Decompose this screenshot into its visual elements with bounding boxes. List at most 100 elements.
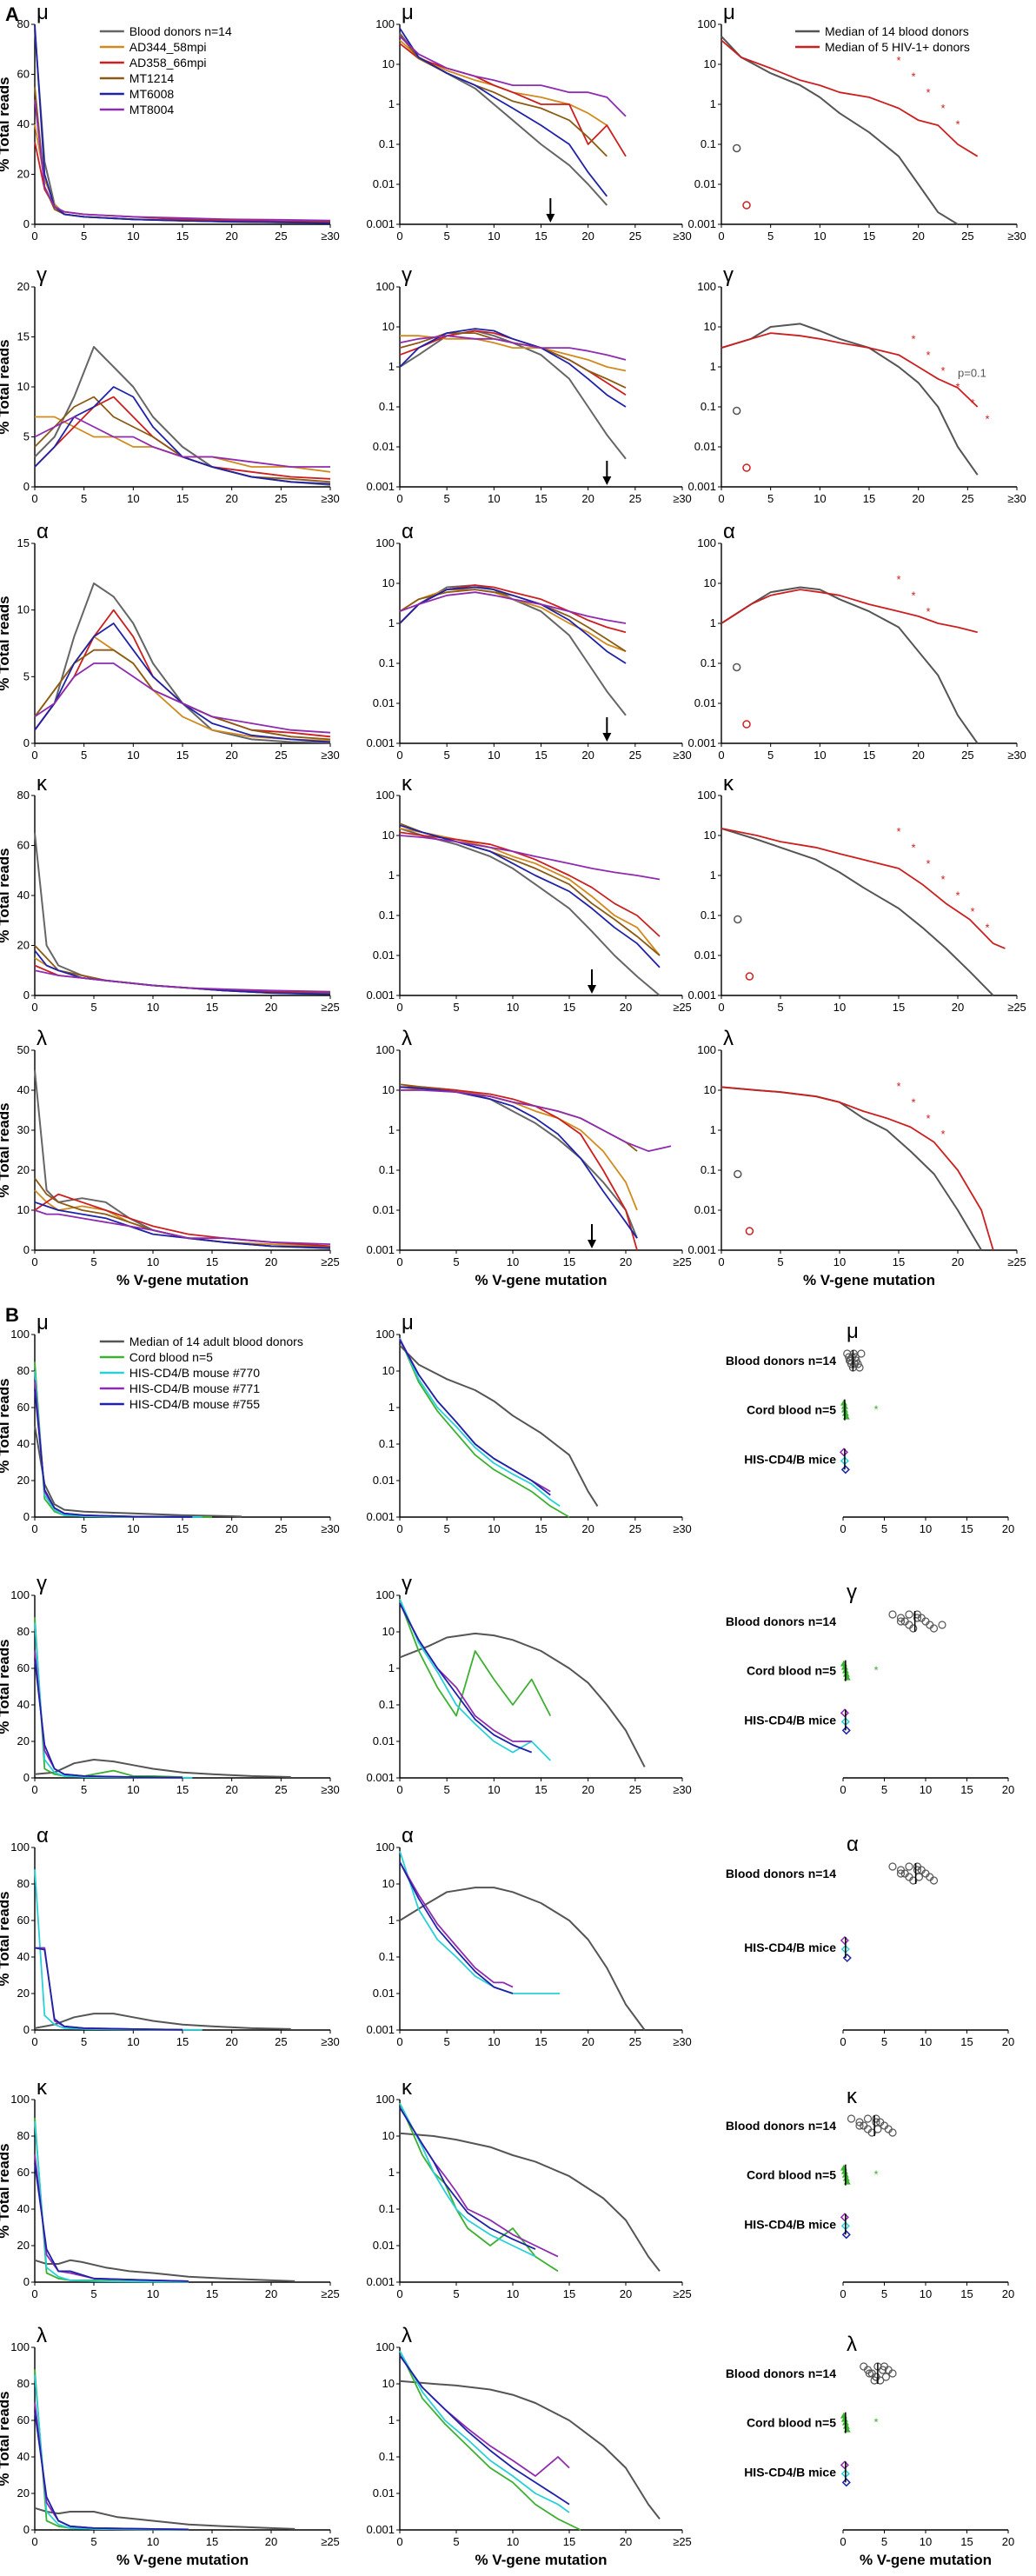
- series-line-0: [721, 323, 979, 476]
- y-tick-label: 0.1: [379, 909, 395, 922]
- y-tick-label: 0.01: [373, 2239, 395, 2252]
- x-tick-label: ≥30: [1007, 749, 1026, 762]
- x-tick-label: 15: [535, 1783, 547, 1796]
- x-tick-label: 5: [453, 1001, 459, 1014]
- y-tick-label: 0: [23, 480, 30, 493]
- series-line-5: [34, 99, 331, 222]
- group-label: Blood donors n=14: [726, 2366, 836, 2380]
- arrow-head: [546, 214, 555, 223]
- x-axis-label: % V-gene mutation: [860, 2552, 992, 2568]
- y-tick-label: 0: [23, 736, 30, 749]
- y-tick-label: 0: [23, 1771, 30, 1784]
- y-tick-label: 0: [23, 2523, 30, 2536]
- series-line-5: [399, 335, 627, 361]
- isotype-symbol: γ: [723, 263, 734, 287]
- legend-label: AD344_58mpi: [130, 40, 207, 54]
- x-tick-label: 10: [147, 1255, 159, 1268]
- median-marker: [742, 463, 751, 472]
- legend-label: Cord blood n=5: [130, 1350, 213, 1364]
- data-point: [840, 1935, 849, 1946]
- series-line-0: [399, 2380, 661, 2520]
- x-tick-label: 10: [814, 230, 826, 243]
- x-tick-label: 10: [920, 2035, 932, 2048]
- series-line-4: [399, 1340, 551, 1496]
- median-marker: [745, 1227, 754, 1235]
- chart-A-4-3: 0.001 0.01 0.1 1 10 100 0 5 10 15 20 ≥25 κ * * * * * * *: [687, 772, 1026, 1014]
- x-tick-label: ≥25: [673, 1001, 692, 1014]
- y-tick-label: 1: [388, 2166, 395, 2179]
- x-tick-label: 15: [535, 1522, 547, 1535]
- group-label: HIS-CD4/B mice: [744, 2465, 836, 2479]
- series-line-2: [34, 1622, 193, 1779]
- x-axis-label: % V-gene mutation: [116, 1272, 249, 1288]
- x-tick-label: 20: [912, 492, 924, 505]
- series-line-0: [34, 2259, 296, 2282]
- x-tick-label: 10: [814, 492, 826, 505]
- x-tick-label: 5: [444, 492, 450, 505]
- series-line-3: [399, 1083, 638, 1152]
- x-tick-label: 10: [920, 2287, 932, 2300]
- series-line-5: [34, 969, 331, 993]
- chart-A-4-1: 0 20 40 60 80 0 5 10 15 20 ≥25 κ % Total reads: [0, 772, 340, 1014]
- data-point: [840, 2460, 849, 2470]
- isotype-symbol: α: [847, 1833, 859, 1856]
- significance-star: *: [985, 921, 989, 934]
- y-tick-label: 40: [17, 117, 30, 130]
- y-tick-label: 0.1: [701, 137, 716, 150]
- x-tick-label: 0: [396, 2035, 402, 2048]
- y-tick-label: 10: [704, 57, 716, 70]
- group-label: Cord blood n=5: [747, 1664, 836, 1678]
- y-tick-label: 0.1: [379, 656, 395, 669]
- y-tick-label: 0.01: [694, 1203, 716, 1216]
- y-tick-label: 10: [382, 57, 395, 70]
- x-tick-label: 5: [444, 2035, 450, 2048]
- y-tick-label: 10: [704, 829, 716, 842]
- y-tick-label: 100: [10, 1588, 30, 1601]
- x-tick-label: 5: [767, 492, 774, 505]
- series-line-3: [34, 2401, 189, 2531]
- significance-star: *: [940, 873, 945, 886]
- data-point: [867, 2128, 876, 2137]
- x-axis-label: % V-gene mutation: [116, 2552, 249, 2568]
- series-line-0: [399, 1344, 599, 1507]
- x-tick-label: ≥25: [321, 1001, 340, 1014]
- x-tick-label: 15: [863, 749, 875, 762]
- series-line-0: [399, 1887, 646, 2031]
- y-tick-label: 0.1: [379, 2450, 395, 2463]
- data-point: [905, 1610, 913, 1619]
- isotype-symbol: γ: [847, 1581, 857, 1604]
- group-label: Cord blood n=5: [747, 2416, 836, 2430]
- significance-star: *: [940, 102, 945, 115]
- y-tick-label: 100: [375, 2340, 395, 2353]
- x-tick-label: 20: [225, 2035, 237, 2048]
- isotype-symbol: μ: [847, 1320, 859, 1343]
- y-tick-label: 100: [697, 789, 716, 802]
- x-tick-label: 10: [127, 492, 139, 505]
- data-point: [913, 1614, 922, 1622]
- series-line-0: [34, 1425, 242, 1518]
- series-line-2: [400, 1086, 638, 1251]
- y-tick-label: 0.1: [379, 1163, 395, 1176]
- median-marker: [734, 915, 742, 924]
- median-marker: [745, 972, 754, 981]
- data-point: [888, 1610, 897, 1619]
- x-tick-label: 10: [488, 492, 500, 505]
- arrow-head: [588, 985, 596, 994]
- group-label: HIS-CD4/B mice: [744, 1713, 836, 1727]
- x-tick-label: 15: [960, 1522, 973, 1535]
- series-line-4: [34, 386, 331, 485]
- series-line-5: [399, 835, 661, 881]
- x-tick-label: 15: [893, 1001, 905, 1014]
- y-tick-label: 0.001: [687, 736, 716, 749]
- x-tick-label: 15: [176, 2035, 189, 2048]
- y-tick-label: 15: [17, 330, 30, 343]
- x-tick-label: 0: [31, 230, 37, 243]
- x-tick-label: 20: [581, 230, 594, 243]
- y-tick-label: 10: [17, 603, 30, 616]
- x-tick-label: 15: [563, 2287, 575, 2300]
- x-tick-label: 10: [127, 2035, 139, 2048]
- x-tick-label: 10: [127, 1783, 139, 1796]
- y-tick-label: 80: [17, 1364, 30, 1377]
- y-tick-label: 0.01: [694, 949, 716, 962]
- y-tick-label: 100: [10, 1840, 30, 1854]
